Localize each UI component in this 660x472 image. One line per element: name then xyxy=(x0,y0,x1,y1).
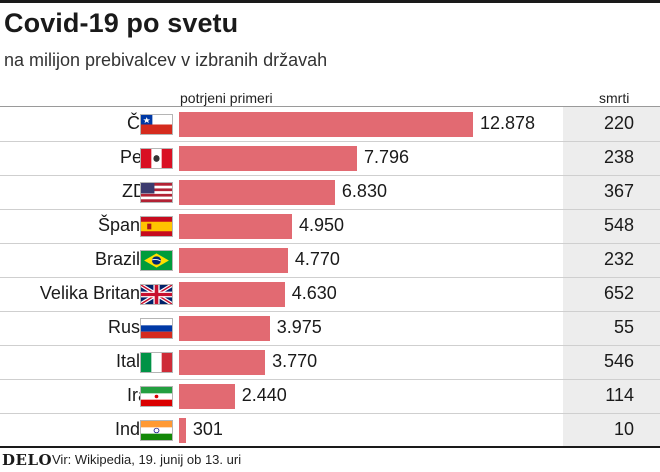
delo-logo: DELO xyxy=(2,451,53,469)
cases-value-label: 3.770 xyxy=(272,351,318,371)
deaths-value-label: 55 xyxy=(613,317,634,337)
cases-value-label: 4.950 xyxy=(299,215,345,235)
row-separator xyxy=(0,209,660,210)
deaths-value-label: 546 xyxy=(603,351,634,371)
cases-bar xyxy=(179,315,270,341)
source-note: Vir: Wikipedia, 19. junij ob 13. uri xyxy=(52,452,242,467)
deaths-value-label: 10 xyxy=(613,419,634,439)
cases-bar xyxy=(179,417,186,443)
deaths-column-header: smrti xyxy=(599,90,630,106)
row-separator xyxy=(0,243,660,244)
header-rule xyxy=(0,106,660,107)
flag-spain-icon xyxy=(140,216,173,237)
flag-brazil-icon xyxy=(140,250,173,271)
row-separator xyxy=(0,345,660,346)
deaths-value-label: 232 xyxy=(603,249,634,269)
cases-value-label: 4.770 xyxy=(294,249,340,269)
flag-russia-icon xyxy=(140,318,173,339)
row-separator xyxy=(0,311,660,312)
cases-value-label: 3.975 xyxy=(276,317,322,337)
row-separator xyxy=(0,175,660,176)
bottom-rule xyxy=(0,446,660,448)
cases-value-label: 301 xyxy=(192,419,223,439)
cases-bar xyxy=(179,111,473,137)
deaths-panel xyxy=(563,106,660,446)
cases-column-header: potrjeni primeri xyxy=(180,90,273,106)
flag-india-icon xyxy=(140,420,173,441)
deaths-value-label: 114 xyxy=(605,385,634,405)
cases-bar xyxy=(179,179,335,205)
flag-italy-icon xyxy=(140,352,173,373)
cases-bar xyxy=(179,145,357,171)
flag-uk-icon xyxy=(140,284,173,305)
flag-usa-icon xyxy=(140,182,173,203)
cases-value-label: 6.830 xyxy=(341,181,387,201)
cases-value-label: 12.878 xyxy=(480,113,536,133)
chart-title: Covid-19 po svetu xyxy=(4,8,239,38)
row-separator xyxy=(0,141,660,142)
flag-peru-icon xyxy=(140,148,173,169)
flag-chile-icon xyxy=(140,114,173,135)
cases-value-label: 2.440 xyxy=(241,385,287,405)
cases-bar xyxy=(179,281,285,307)
cases-bar xyxy=(179,349,266,375)
row-separator xyxy=(0,277,660,278)
cases-bar xyxy=(179,247,288,273)
row-separator xyxy=(0,413,660,414)
deaths-value-label: 220 xyxy=(603,113,634,133)
deaths-value-label: 367 xyxy=(603,181,634,201)
top-rule xyxy=(0,0,660,3)
cases-bar xyxy=(179,383,235,409)
flag-iran-icon xyxy=(140,386,173,407)
cases-bar xyxy=(179,213,292,239)
deaths-value-label: 238 xyxy=(603,147,634,167)
chart-subtitle: na milijon prebivalcev v izbranih država… xyxy=(4,50,328,70)
deaths-value-label: 548 xyxy=(603,215,634,235)
deaths-value-label: 652 xyxy=(603,283,634,303)
row-separator xyxy=(0,379,660,380)
cases-value-label: 7.796 xyxy=(363,147,410,167)
cases-value-label: 4.630 xyxy=(291,283,337,303)
country-label: Velika Britanija xyxy=(39,283,158,303)
